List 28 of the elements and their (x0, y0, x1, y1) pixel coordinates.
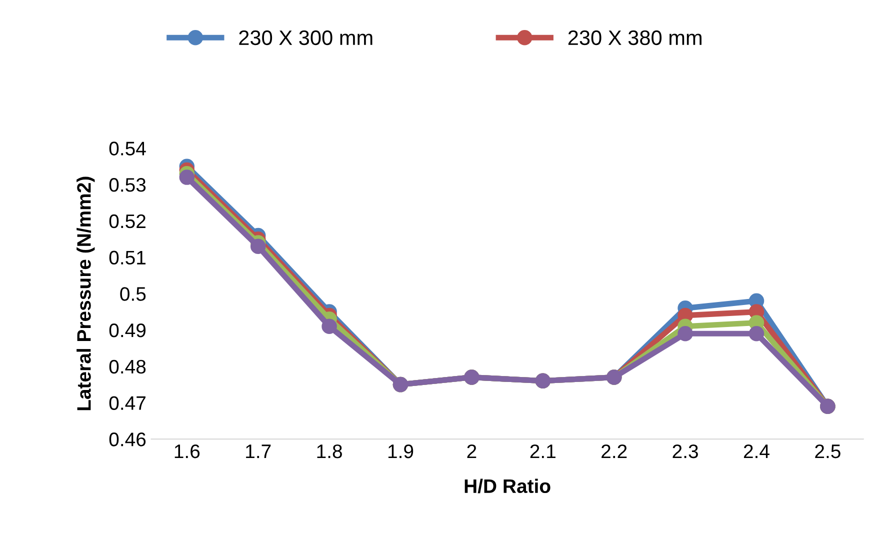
x-tick-label: 2.1 (530, 444, 556, 458)
y-tick-label: 0.54 (109, 142, 146, 156)
x-tick-label: 2.3 (672, 444, 698, 458)
y-tick-label: 0.49 (109, 323, 146, 338)
point (678, 326, 693, 342)
y-tick-label: 0.5 (120, 287, 146, 301)
y-axis-title: Lateral Pressure (N/mm2) (76, 176, 95, 410)
x-tick-label: 2 (467, 444, 476, 458)
x-tick-label: 2.4 (744, 444, 770, 458)
point (179, 170, 195, 185)
y-tick-label: 0.52 (109, 214, 146, 228)
x-tick-label: 1.6 (174, 444, 200, 458)
legend-label: 230 X 380 mm (568, 30, 702, 46)
y-tick-label: 0.53 (109, 178, 146, 192)
y-tick-label: 0.47 (109, 396, 146, 410)
x-axis-title: H/D Ratio (464, 478, 550, 494)
y-tick-label: 0.48 (109, 360, 146, 374)
x-tick-label: 2.5 (815, 444, 840, 458)
legend-label: 230 X 300 mm (239, 30, 372, 46)
x-tick-label: 1.9 (388, 444, 414, 458)
x-tick-label: 1.8 (317, 444, 342, 458)
y-tick-label: 0.51 (109, 250, 146, 265)
x-tick-label: 2.2 (602, 444, 627, 458)
point (748, 326, 764, 342)
point (250, 238, 266, 254)
x-tick-label: 1.7 (246, 444, 271, 458)
y-tick-label: 0.46 (109, 432, 146, 446)
point (322, 318, 337, 334)
